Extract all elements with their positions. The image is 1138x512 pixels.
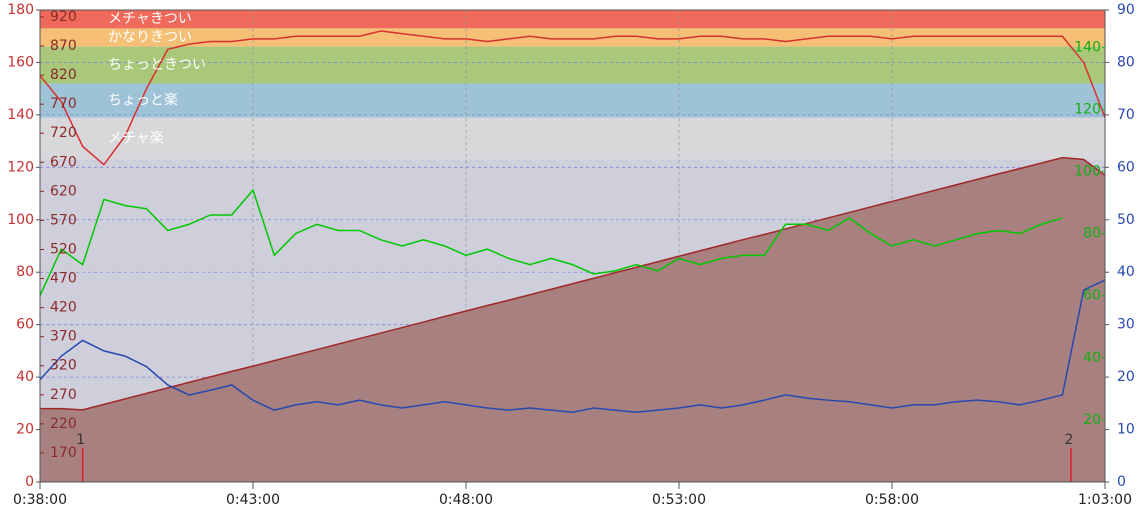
- y4-tick-label: 770: [50, 96, 77, 112]
- y-tick-label: 100: [7, 212, 34, 228]
- lap-label: 2: [1064, 432, 1073, 448]
- y4-tick-label: 420: [50, 300, 77, 316]
- y4-tick-label: 170: [50, 445, 77, 461]
- y-tick-label: 160: [7, 54, 34, 70]
- zone-label: ちょっときつい: [108, 57, 206, 73]
- y4-tick-label: 520: [50, 241, 77, 257]
- y4-tick-label: 670: [50, 154, 77, 170]
- y2-tick-label: 70: [1117, 107, 1135, 123]
- series-line: [39, 279, 1106, 414]
- y2-tick-label: 80: [1117, 54, 1135, 70]
- series-line: [40, 156, 1106, 411]
- zone-band: [40, 28, 1105, 47]
- x-tick-label: 1:03:00: [1078, 492, 1132, 508]
- y-tick-label: 80: [16, 264, 34, 280]
- y4-tick-label: 620: [50, 183, 77, 199]
- y-tick-label: 0: [25, 474, 34, 490]
- y-tick-label: 140: [7, 107, 34, 123]
- x-tick-label: 0:58:00: [865, 492, 919, 508]
- y2-tick-label: 50: [1117, 212, 1135, 228]
- y-tick-label: 180: [7, 2, 34, 18]
- y4-tick-label: 270: [50, 387, 77, 403]
- y4-tick-label: 320: [50, 358, 77, 374]
- y2-tick-label: 0: [1117, 474, 1126, 490]
- x-tick-label: 0:53:00: [652, 492, 706, 508]
- y3-tick-label: 120: [1074, 101, 1101, 117]
- lap-label: 1: [76, 432, 85, 448]
- y4-tick-label: 220: [50, 416, 77, 432]
- y2-tick-label: 60: [1117, 159, 1135, 175]
- y3-tick-label: 80: [1083, 226, 1101, 242]
- zone-band: [40, 46, 1105, 84]
- x-tick-label: 0:38:00: [13, 492, 67, 508]
- y3-tick-label: 100: [1074, 163, 1101, 179]
- zone-band: [40, 117, 1105, 160]
- y4-tick-label: 370: [50, 329, 77, 345]
- zone-label: メチャきつい: [108, 11, 192, 27]
- y3-tick-label: 20: [1083, 412, 1101, 428]
- y-tick-label: 20: [16, 422, 34, 438]
- zone-label: ちょっと楽: [108, 92, 178, 108]
- zone-band: [40, 83, 1105, 118]
- series-line: [39, 30, 1106, 166]
- y4-tick-label: 920: [50, 9, 77, 25]
- zone-label: かなりきつい: [108, 30, 192, 46]
- y4-tick-label: 820: [50, 67, 77, 83]
- y4-tick-label: 870: [50, 38, 77, 54]
- y3-tick-label: 140: [1074, 39, 1101, 55]
- zone-label: メチャ楽: [108, 130, 164, 146]
- series-line: [39, 188, 1063, 296]
- y-tick-label: 60: [16, 317, 34, 333]
- x-tick-label: 0:43:00: [226, 492, 280, 508]
- y2-tick-label: 90: [1117, 2, 1135, 18]
- y2-tick-label: 10: [1117, 422, 1135, 438]
- y4-tick-label: 470: [50, 271, 77, 287]
- y3-tick-label: 40: [1083, 350, 1101, 366]
- y2-tick-label: 30: [1117, 317, 1135, 333]
- x-tick-label: 0:48:00: [439, 492, 493, 508]
- y2-tick-label: 20: [1117, 369, 1135, 385]
- zone-band: [40, 10, 1105, 29]
- y-tick-label: 120: [7, 159, 34, 175]
- y4-tick-label: 570: [50, 212, 77, 228]
- y4-tick-label: 720: [50, 125, 77, 141]
- y-tick-label: 40: [16, 369, 34, 385]
- y2-tick-label: 40: [1117, 264, 1135, 280]
- plot-frame: [39, 9, 1106, 483]
- y3-tick-label: 60: [1083, 288, 1101, 304]
